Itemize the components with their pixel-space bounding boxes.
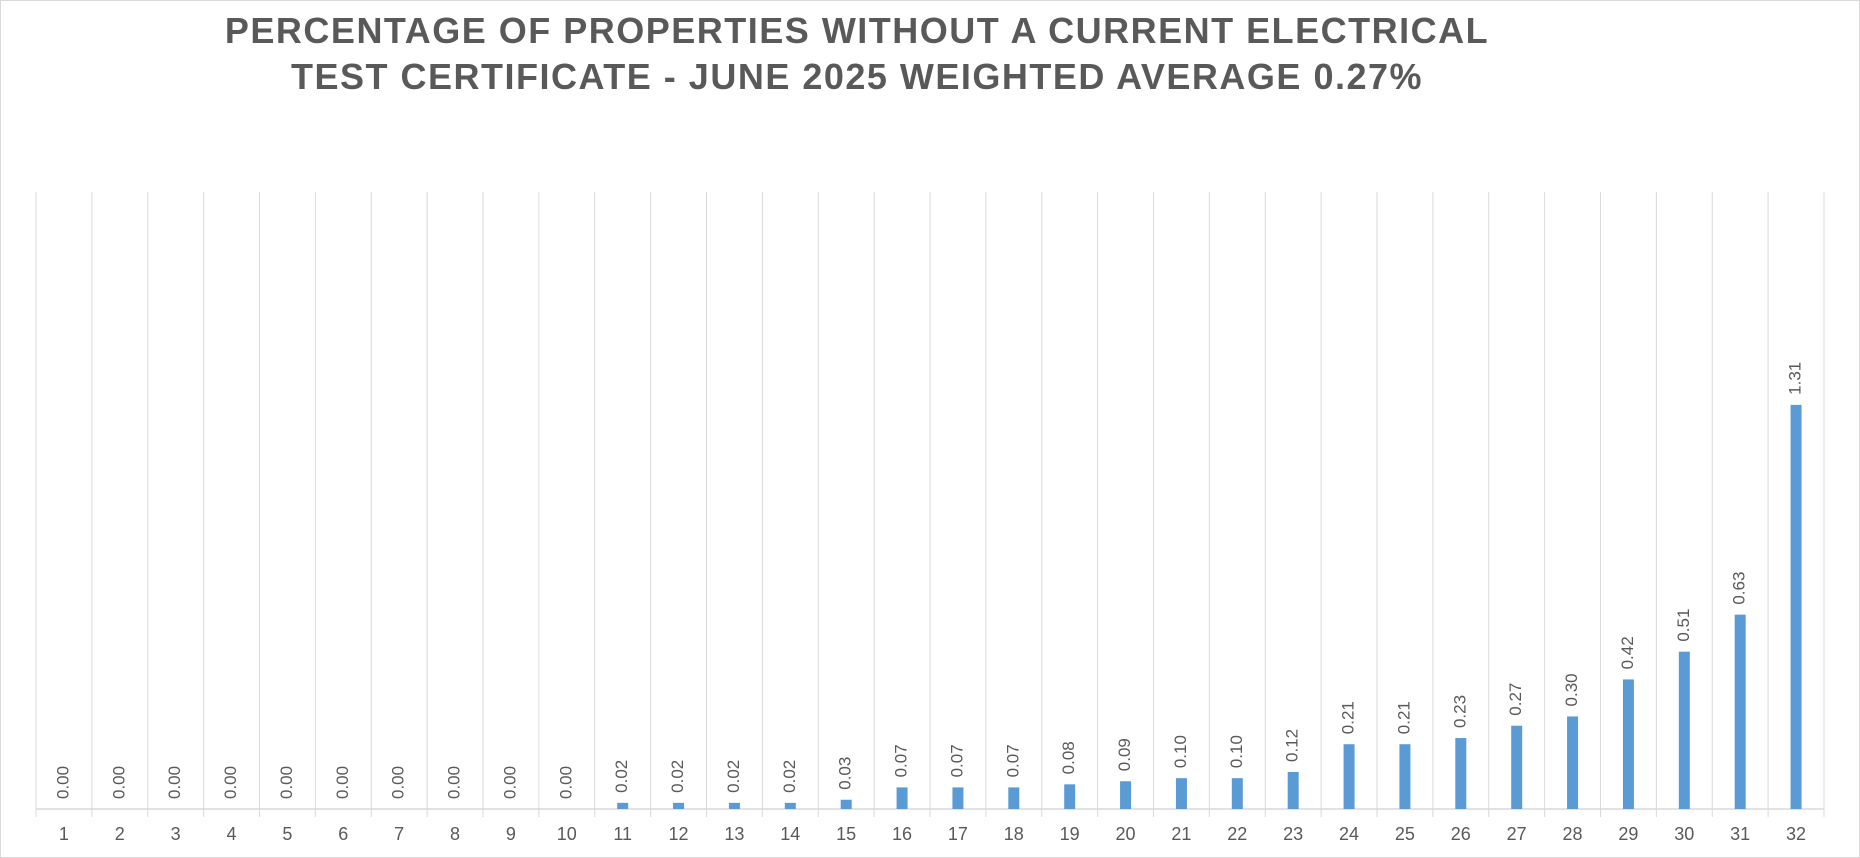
value-label: 0.10 xyxy=(1171,735,1190,768)
chart-title: PERCENTAGE OF PROPERTIES WITHOUT A CURRE… xyxy=(224,10,1490,97)
value-label: 0.63 xyxy=(1730,572,1749,605)
x-tick-label: 7 xyxy=(394,824,404,844)
x-tick-label: 21 xyxy=(1171,824,1191,844)
value-label: 0.00 xyxy=(277,766,296,799)
x-tick-label: 23 xyxy=(1283,824,1303,844)
value-label: 0.00 xyxy=(556,766,575,799)
x-tick-label: 6 xyxy=(338,824,348,844)
value-label: 0.10 xyxy=(1227,735,1246,768)
value-label: 0.00 xyxy=(445,766,464,799)
value-label: 0.00 xyxy=(333,766,352,799)
bar xyxy=(1622,679,1634,809)
value-label: 0.07 xyxy=(892,744,911,777)
bar xyxy=(673,802,685,809)
value-label: 0.02 xyxy=(724,760,743,793)
value-label: 0.00 xyxy=(109,766,128,799)
value-label: 0.08 xyxy=(1059,741,1078,774)
x-tick-label: 32 xyxy=(1786,824,1806,844)
value-label: 0.02 xyxy=(780,760,799,793)
bar xyxy=(952,787,964,809)
value-label: 0.02 xyxy=(668,760,687,793)
value-label: 0.42 xyxy=(1618,636,1637,669)
x-tick-label: 17 xyxy=(948,824,968,844)
bar xyxy=(1120,781,1132,809)
value-label: 0.07 xyxy=(947,744,966,777)
x-tick-label: 30 xyxy=(1674,824,1694,844)
bar xyxy=(1287,771,1299,809)
x-tick-label: 1 xyxy=(59,824,69,844)
bar xyxy=(1734,614,1746,809)
x-tick-label: 13 xyxy=(724,824,744,844)
x-tick-label: 2 xyxy=(115,824,125,844)
bar xyxy=(1790,404,1802,809)
bar xyxy=(1399,744,1411,809)
x-tick-label: 5 xyxy=(282,824,292,844)
x-tick-label: 3 xyxy=(171,824,181,844)
x-tick-label: 25 xyxy=(1395,824,1415,844)
value-label: 0.07 xyxy=(1003,744,1022,777)
x-tick-label: 18 xyxy=(1004,824,1024,844)
x-tick-label: 14 xyxy=(780,824,800,844)
bar xyxy=(1567,716,1579,809)
bar xyxy=(1231,778,1243,809)
x-tick-label: 11 xyxy=(613,824,632,844)
value-label: 0.00 xyxy=(165,766,184,799)
x-tick-label: 24 xyxy=(1339,824,1359,844)
value-label: 0.30 xyxy=(1562,673,1581,706)
value-label: 0.03 xyxy=(836,757,855,790)
bar xyxy=(1064,784,1076,809)
bar xyxy=(1455,738,1467,809)
x-tick-label: 16 xyxy=(892,824,912,844)
value-label: 0.23 xyxy=(1450,695,1469,728)
bar xyxy=(1008,787,1020,809)
value-label: 0.09 xyxy=(1115,738,1134,771)
x-tick-label: 8 xyxy=(450,824,460,844)
value-label: 0.00 xyxy=(53,766,72,799)
bar xyxy=(840,799,852,809)
value-label: 0.27 xyxy=(1506,683,1525,716)
bar xyxy=(1678,651,1690,809)
value-label: 0.21 xyxy=(1339,701,1358,734)
x-tick-label: 31 xyxy=(1730,824,1750,844)
x-tick-label: 12 xyxy=(669,824,689,844)
value-label: 0.00 xyxy=(500,766,519,799)
x-tick-label: 10 xyxy=(557,824,577,844)
x-tick-label: 28 xyxy=(1563,824,1583,844)
bar xyxy=(617,802,629,809)
value-label: 0.02 xyxy=(612,760,631,793)
value-label: 0.21 xyxy=(1394,701,1413,734)
x-tick-label: 26 xyxy=(1451,824,1471,844)
value-label: 0.00 xyxy=(221,766,240,799)
x-tick-label: 29 xyxy=(1618,824,1638,844)
value-label: 0.51 xyxy=(1674,609,1693,642)
value-label: 1.31 xyxy=(1786,362,1805,395)
x-tick-label: 9 xyxy=(506,824,516,844)
value-label: 0.00 xyxy=(389,766,408,799)
x-tick-label: 20 xyxy=(1116,824,1136,844)
bar xyxy=(896,787,908,809)
bar xyxy=(728,802,740,809)
x-tick-label: 27 xyxy=(1507,824,1527,844)
x-tick-label: 22 xyxy=(1227,824,1247,844)
value-label: 0.12 xyxy=(1283,729,1302,762)
x-tick-label: 4 xyxy=(227,824,237,844)
bar xyxy=(784,802,796,809)
bar xyxy=(1511,725,1523,809)
bar xyxy=(1175,778,1187,809)
x-tick-label: 19 xyxy=(1060,824,1080,844)
bar xyxy=(1343,744,1355,809)
x-tick-label: 15 xyxy=(836,824,856,844)
